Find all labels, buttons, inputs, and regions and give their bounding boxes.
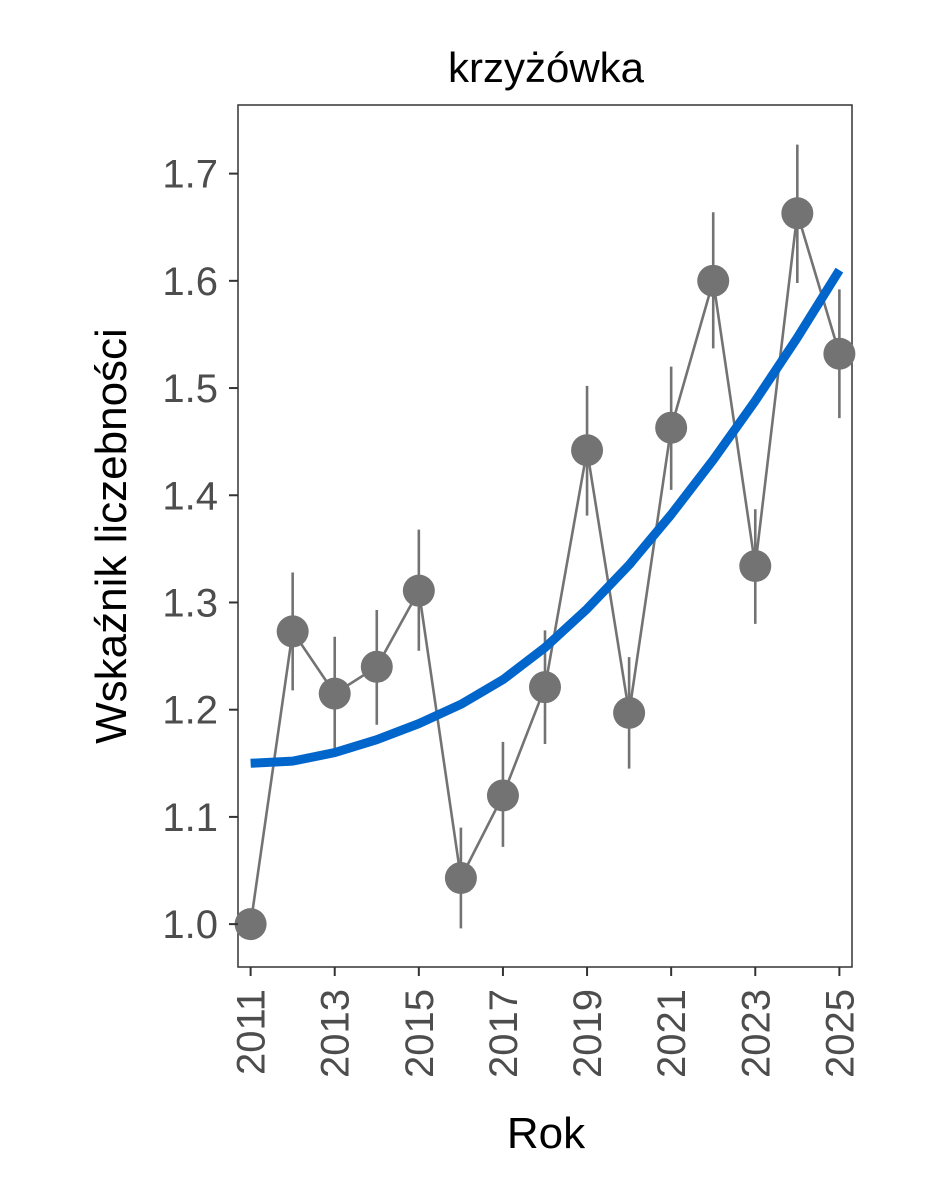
data-point-2019 [571,434,604,467]
x-tick-label-2011: 2011 [230,989,274,1075]
y-tick-label-1.3: 1.3 [162,581,218,625]
data-point-2015 [402,574,435,607]
x-tick-label-2017: 2017 [482,989,526,1078]
y-tick-label-1.2: 1.2 [162,689,218,733]
y-tick-label-1.6: 1.6 [162,260,218,304]
y-tick-label-1.0: 1.0 [162,903,218,947]
y-tick-label-1.1: 1.1 [162,796,218,840]
data-point-2017 [486,779,519,812]
trend-line [250,267,844,768]
data-point-2013 [318,677,351,710]
data-point-2022 [697,264,730,297]
x-tick-label-2021: 2021 [650,989,694,1078]
data-point-2018 [529,671,561,704]
y-axis-title: Wskaźnik liczebności [87,328,136,744]
x-tick-label-2015: 2015 [398,989,442,1078]
x-tick-label-2013: 2013 [314,989,358,1078]
x-tick-label-2019: 2019 [566,989,610,1078]
data-point-2021 [655,411,688,444]
chart-title: krzyżówka [448,44,645,91]
data-point-2025 [823,337,856,370]
x-axis: 2011 2013 2015 2017 2019 2021 2023 2025 [230,967,862,1078]
data-point-2014 [360,650,393,683]
data-point-2020 [613,696,646,729]
y-tick-label-1.4: 1.4 [162,474,218,518]
data-point-2011 [234,908,267,941]
x-tick-label-2023: 2023 [734,989,778,1078]
data-point-2012 [276,615,309,648]
data-points [234,197,856,941]
y-axis: 1.0 1.1 1.2 1.3 1.4 1.5 1.6 1.7 [162,153,238,947]
data-point-2016 [444,862,477,895]
data-point-2023 [739,550,772,583]
y-tick-label-1.7: 1.7 [162,153,218,197]
x-tick-label-2025: 2025 [818,989,862,1078]
y-tick-label-1.5: 1.5 [162,367,218,411]
x-axis-title: Rok [507,1109,586,1158]
data-point-2024 [781,197,814,230]
